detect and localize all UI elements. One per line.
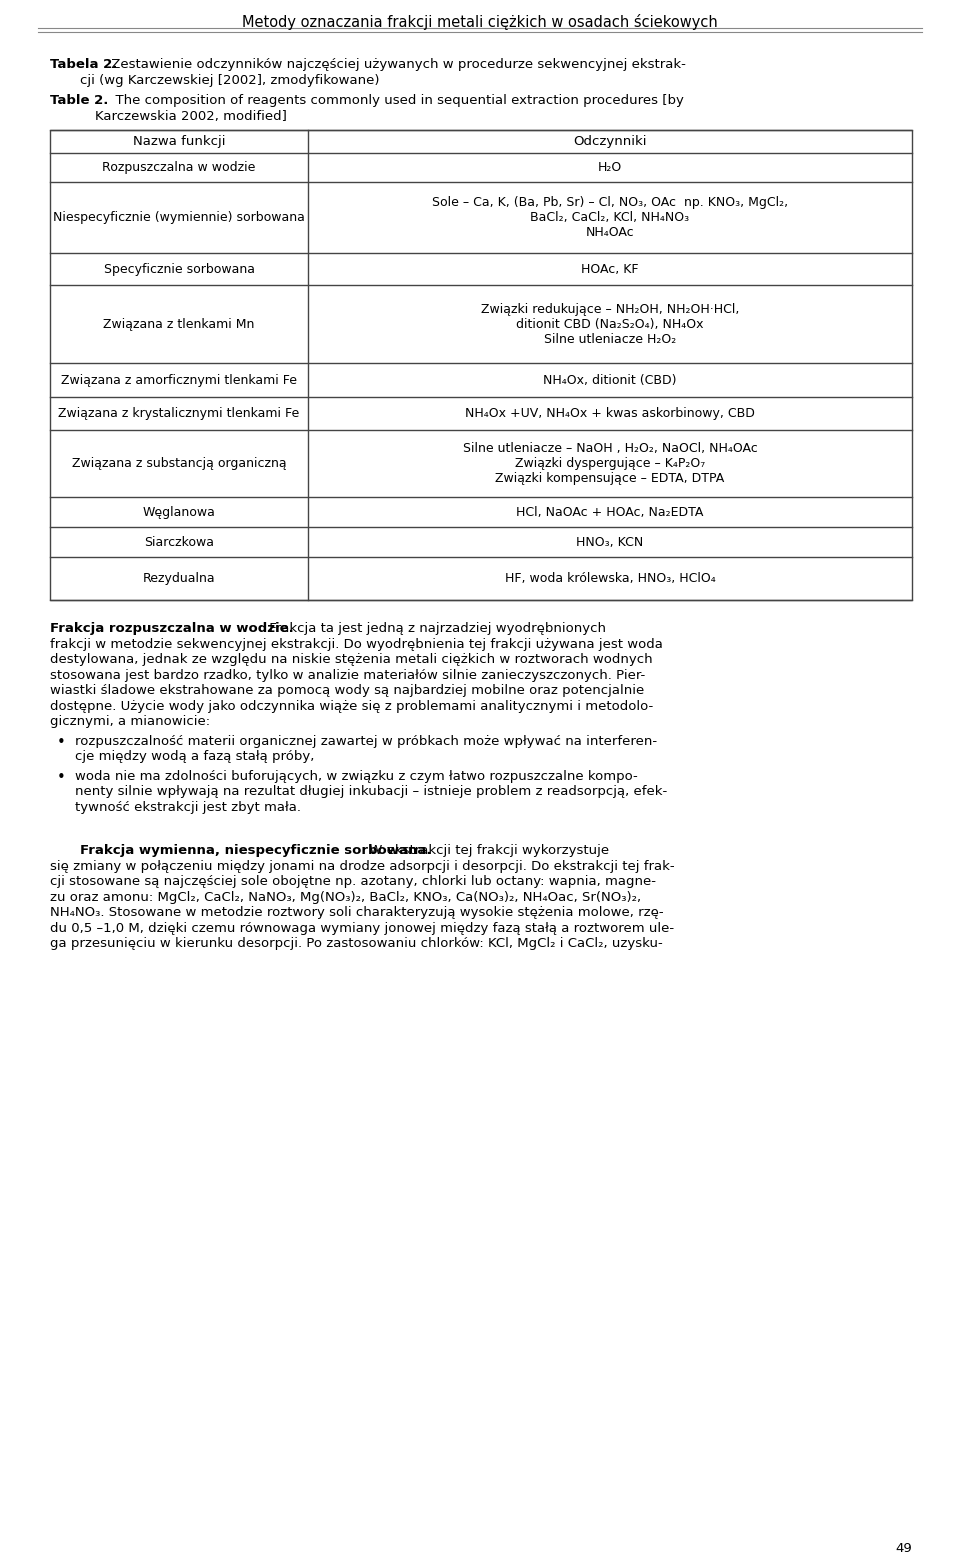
Text: H₂O: H₂O	[598, 162, 622, 174]
Text: Siarczkowa: Siarczkowa	[144, 536, 214, 549]
Text: Niespecyficznie (wymiennie) sorbowana: Niespecyficznie (wymiennie) sorbowana	[53, 212, 305, 224]
Bar	[50, 130, 912, 601]
Text: wiastki śladowe ekstrahowane za pomocą wody są najbardziej mobilne oraz potencja: wiastki śladowe ekstrahowane za pomocą w…	[50, 684, 644, 698]
Text: NH₄NO₃. Stosowane w metodzie roztwory soli charakteryzują wysokie stężenia molow: NH₄NO₃. Stosowane w metodzie roztwory so…	[50, 906, 663, 919]
Text: ga przesunięciu w kierunku desorpcji. Po zastosowaniu chlorków: KCl, MgCl₂ i CaC: ga przesunięciu w kierunku desorpcji. Po…	[50, 938, 662, 950]
Text: Rozpuszczalna w wodzie: Rozpuszczalna w wodzie	[103, 162, 255, 174]
Text: Silne utleniacze – NaOH , H₂O₂, NaOCl, NH₄OAc
Związki dyspergujące – K₄P₂O₇
Zwią: Silne utleniacze – NaOH , H₂O₂, NaOCl, N…	[463, 442, 757, 485]
Text: Frakcja wymienna, niespecyficznie sorbowana.: Frakcja wymienna, niespecyficznie sorbow…	[80, 844, 431, 858]
Text: HNO₃, KCN: HNO₃, KCN	[576, 536, 643, 549]
Text: rozpuszczalność materii organicznej zawartej w próbkach może wpływać na interfer: rozpuszczalność materii organicznej zawa…	[75, 734, 658, 748]
Text: gicznymi, a mianowicie:: gicznymi, a mianowicie:	[50, 715, 210, 728]
Text: Sole – Ca, K, (Ba, Pb, Sr) – Cl, NO₃, OAc  np. KNO₃, MgCl₂,
BaCl₂, CaCl₂, KCl, N: Sole – Ca, K, (Ba, Pb, Sr) – Cl, NO₃, OA…	[432, 196, 788, 238]
Text: Frakcja ta jest jedną z najrzadziej wyodrębnionych: Frakcja ta jest jedną z najrzadziej wyod…	[265, 622, 606, 635]
Text: Związana z substancją organiczną: Związana z substancją organiczną	[72, 456, 286, 470]
Text: Związki redukujące – NH₂OH, NH₂OH·HCl,
ditionit CBD (Na₂S₂O₄), NH₄Ox
Silne utlen: Związki redukujące – NH₂OH, NH₂OH·HCl, d…	[481, 303, 739, 345]
Text: Węglanowa: Węglanowa	[143, 505, 215, 519]
Text: Rezydualna: Rezydualna	[143, 572, 215, 585]
Text: NH₄Ox, ditionit (CBD): NH₄Ox, ditionit (CBD)	[543, 373, 677, 386]
Text: Związana z krystalicznymi tlenkami Fe: Związana z krystalicznymi tlenkami Fe	[59, 408, 300, 420]
Text: Metody oznaczania frakcji metali ciężkich w osadach ściekowych: Metody oznaczania frakcji metali ciężkic…	[242, 14, 718, 30]
Text: cje między wodą a fazą stałą próby,: cje między wodą a fazą stałą próby,	[75, 750, 314, 764]
Text: Table 2.: Table 2.	[50, 94, 108, 107]
Text: Specyficznie sorbowana: Specyficznie sorbowana	[104, 262, 254, 276]
Text: NH₄Ox +UV, NH₄Ox + kwas askorbinowy, CBD: NH₄Ox +UV, NH₄Ox + kwas askorbinowy, CBD	[465, 408, 755, 420]
Text: •: •	[57, 734, 65, 750]
Text: cji stosowane są najczęściej sole obojętne np. azotany, chlorki lub octany: wapn: cji stosowane są najczęściej sole obojęt…	[50, 875, 656, 887]
Text: Frakcja rozpuszczalna w wodzie.: Frakcja rozpuszczalna w wodzie.	[50, 622, 294, 635]
Text: du 0,5 –1,0 M, dzięki czemu równowaga wymiany jonowej między fazą stałą a roztwo: du 0,5 –1,0 M, dzięki czemu równowaga wy…	[50, 922, 674, 935]
Text: HF, woda królewska, HNO₃, HClO₄: HF, woda królewska, HNO₃, HClO₄	[505, 572, 715, 585]
Text: destylowana, jednak ze względu na niskie stężenia metali ciężkich w roztworach w: destylowana, jednak ze względu na niskie…	[50, 652, 653, 666]
Text: •: •	[57, 770, 65, 784]
Text: HOAc, KF: HOAc, KF	[581, 262, 638, 276]
Text: stosowana jest bardzo rzadko, tylko w analizie materiałów silnie zanieczyszczony: stosowana jest bardzo rzadko, tylko w an…	[50, 668, 645, 682]
Text: 49: 49	[896, 1541, 912, 1555]
Text: Związana z tlenkami Mn: Związana z tlenkami Mn	[104, 317, 254, 331]
Text: nenty silnie wpływają na rezultat długiej inkubacji – istnieje problem z readsor: nenty silnie wpływają na rezultat długie…	[75, 786, 667, 798]
Text: się zmiany w połączeniu między jonami na drodze adsorpcji i desorpcji. Do ekstra: się zmiany w połączeniu między jonami na…	[50, 859, 675, 872]
Text: zu oraz amonu: MgCl₂, CaCl₂, NaNO₃, Mg(NO₃)₂, BaCl₂, KNO₃, Ca(NO₃)₂, NH₄Oac, Sr(: zu oraz amonu: MgCl₂, CaCl₂, NaNO₃, Mg(N…	[50, 891, 641, 903]
Text: Związana z amorficznymi tlenkami Fe: Związana z amorficznymi tlenkami Fe	[61, 373, 297, 386]
Text: frakcji w metodzie sekwencyjnej ekstrakcji. Do wyodrębnienia tej frakcji używana: frakcji w metodzie sekwencyjnej ekstrakc…	[50, 638, 662, 651]
Text: cji (wg Karczewskiej [2002], zmodyfikowane): cji (wg Karczewskiej [2002], zmodyfikowa…	[80, 74, 379, 86]
Text: woda nie ma zdolności buforujących, w związku z czym łatwo rozpuszczalne kompo-: woda nie ma zdolności buforujących, w zw…	[75, 770, 637, 782]
Text: Tabela 2.: Tabela 2.	[50, 58, 117, 71]
Text: Nazwa funkcji: Nazwa funkcji	[132, 135, 226, 147]
Text: tywność ekstrakcji jest zbyt mała.: tywność ekstrakcji jest zbyt mała.	[75, 801, 301, 814]
Text: W ekstrakcji tej frakcji wykorzystuje: W ekstrakcji tej frakcji wykorzystuje	[365, 844, 610, 858]
Text: HCl, NaOAc + HOAc, Na₂EDTA: HCl, NaOAc + HOAc, Na₂EDTA	[516, 505, 704, 519]
Text: dostępne. Użycie wody jako odczynnika wiąże się z problemami analitycznymi i met: dostępne. Użycie wody jako odczynnika wi…	[50, 699, 653, 712]
Text: Karczewskia 2002, modified]: Karczewskia 2002, modified]	[95, 110, 287, 122]
Text: Zestawienie odczynników najczęściej używanych w procedurze sekwencyjnej ekstrak-: Zestawienie odczynników najczęściej używ…	[107, 58, 685, 71]
Text: The composition of reagents commonly used in sequential extraction procedures [b: The composition of reagents commonly use…	[107, 94, 684, 107]
Text: Odczynniki: Odczynniki	[573, 135, 647, 147]
